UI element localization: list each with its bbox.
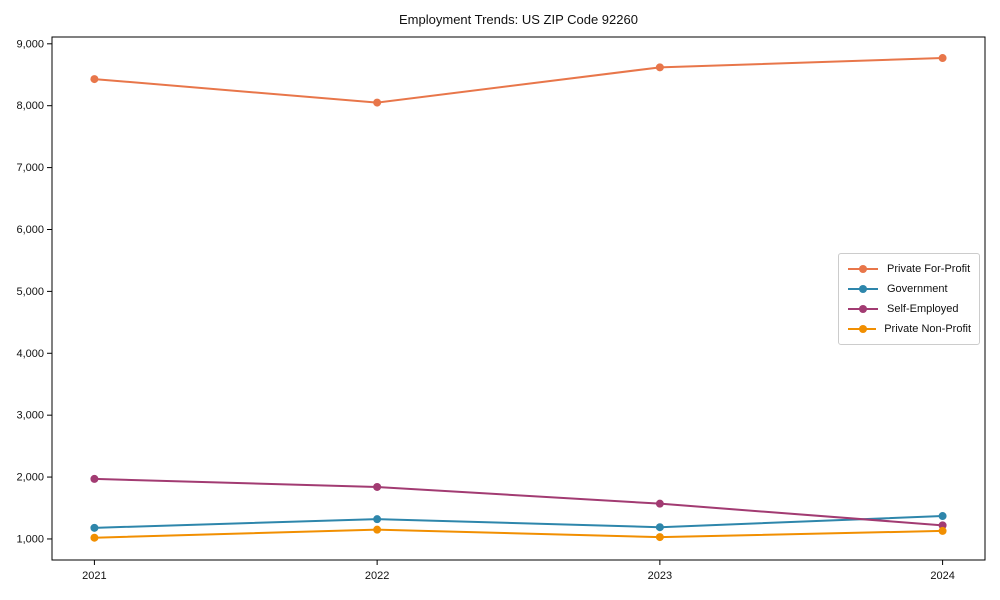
- data-point-marker: [373, 482, 382, 491]
- data-point-marker: [90, 75, 99, 84]
- legend-label: Private For-Profit: [887, 263, 971, 275]
- legend-label: Government: [887, 283, 948, 295]
- data-point-marker: [938, 54, 947, 63]
- series-line-private-non-profit: [94, 528, 943, 539]
- y-axis-tick-label: 6,000: [16, 224, 44, 236]
- y-axis-tick-label: 7,000: [16, 162, 44, 174]
- data-point-marker: [938, 521, 947, 530]
- legend-item: Self-Employed: [847, 299, 971, 319]
- data-point-marker: [90, 523, 99, 532]
- y-axis-tick-label: 2,000: [16, 472, 44, 484]
- y-axis-tick-label: 4,000: [16, 348, 44, 360]
- data-point-marker: [655, 523, 664, 532]
- y-axis-tick-label: 3,000: [16, 410, 44, 422]
- x-axis-tick-label: 2024: [930, 570, 954, 582]
- data-point-marker: [655, 63, 664, 72]
- chart-legend: Private For-Profit Government Self-Employe…: [838, 253, 980, 345]
- legend-line-marker-icon: [848, 265, 878, 273]
- series-line-private-for-profit: [94, 57, 943, 104]
- y-axis-tick-label: 9,000: [16, 38, 44, 50]
- legend-label: Private Non-Profit: [884, 323, 971, 335]
- data-point-marker: [373, 98, 382, 107]
- legend-line-marker-icon: [848, 285, 878, 293]
- data-point-marker: [373, 525, 382, 534]
- data-point-marker: [655, 499, 664, 508]
- data-point-marker: [90, 474, 99, 483]
- y-axis-tick-label: 8,000: [16, 100, 44, 112]
- x-axis-tick-label: 2023: [648, 570, 672, 582]
- legend-line-marker-icon: [848, 325, 877, 333]
- legend-item: Private For-Profit: [847, 259, 971, 279]
- data-point-marker: [655, 533, 664, 542]
- x-axis-tick-label: 2021: [82, 570, 106, 582]
- legend-label: Self-Employed: [887, 303, 959, 315]
- y-axis-tick-label: 1,000: [16, 533, 44, 545]
- legend-item: Government: [847, 279, 971, 299]
- plot-border: [51, 36, 986, 561]
- series-line-government: [94, 515, 943, 529]
- chart-title: Employment Trends: US ZIP Code 92260: [399, 12, 638, 27]
- data-point-marker: [938, 512, 947, 521]
- legend-item: Private Non-Profit: [847, 319, 971, 339]
- data-point-marker: [90, 533, 99, 542]
- series-line-self-employed: [94, 477, 943, 527]
- data-point-marker: [373, 515, 382, 524]
- y-axis-tick-label: 5,000: [16, 286, 44, 298]
- data-point-marker: [938, 526, 947, 535]
- legend-line-marker-icon: [848, 305, 878, 313]
- x-axis-tick-label: 2022: [365, 570, 389, 582]
